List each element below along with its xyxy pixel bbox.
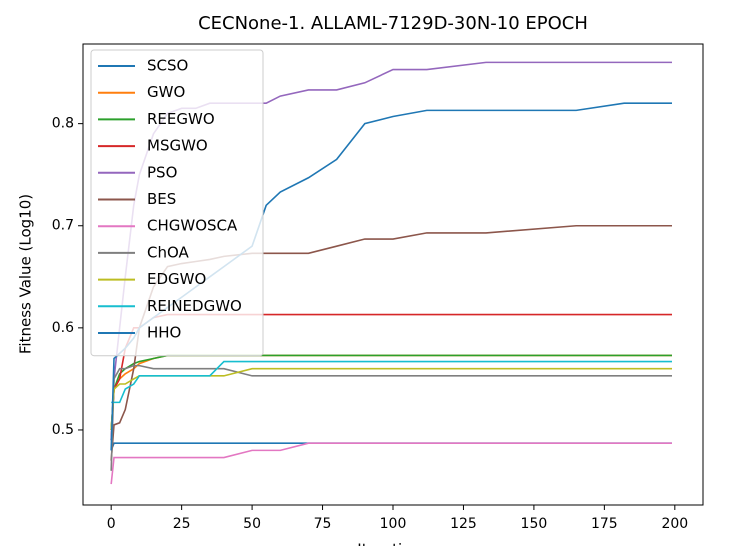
series-line bbox=[111, 360, 672, 404]
x-tick-label: 50 bbox=[243, 516, 261, 532]
legend-label: CHGWOSCA bbox=[147, 217, 238, 235]
legend-label: REEGWO bbox=[147, 110, 215, 128]
x-axis-label: Iterations bbox=[357, 541, 429, 546]
x-tick-label: 200 bbox=[661, 516, 688, 532]
y-tick-label: 0.5 bbox=[52, 422, 74, 438]
legend-label: REINEDGWO bbox=[147, 297, 242, 315]
legend-label: ChOA bbox=[147, 243, 190, 261]
x-tick-label: 100 bbox=[380, 516, 407, 532]
y-tick-label: 0.6 bbox=[52, 320, 74, 336]
chart-title: CECNone-1. ALLAML-7129D-30N-10 EPOCH bbox=[198, 13, 588, 34]
plot-frame bbox=[82, 43, 704, 506]
y-tick-label: 0.8 bbox=[52, 116, 74, 132]
legend-label: EDGWO bbox=[147, 270, 206, 288]
x-tick-label: 175 bbox=[591, 516, 618, 532]
legend-label: HHO bbox=[147, 324, 181, 342]
legend-label: MSGWO bbox=[147, 137, 208, 155]
y-tick-label: 0.7 bbox=[52, 218, 74, 234]
x-tick-label: 25 bbox=[173, 516, 191, 532]
x-tick-label: 125 bbox=[450, 516, 477, 532]
legend-label: GWO bbox=[147, 83, 185, 101]
x-tick-label: 75 bbox=[314, 516, 332, 532]
series-line bbox=[110, 442, 672, 485]
y-axis-label: Fitness Value (Log10) bbox=[17, 194, 35, 354]
series-line bbox=[110, 367, 672, 431]
x-tick-label: 0 bbox=[107, 516, 116, 532]
x-tick-label: 150 bbox=[521, 516, 548, 532]
legend-label: PSO bbox=[147, 163, 177, 181]
legend-label: BES bbox=[147, 190, 176, 208]
legend-label: SCSO bbox=[147, 57, 188, 75]
